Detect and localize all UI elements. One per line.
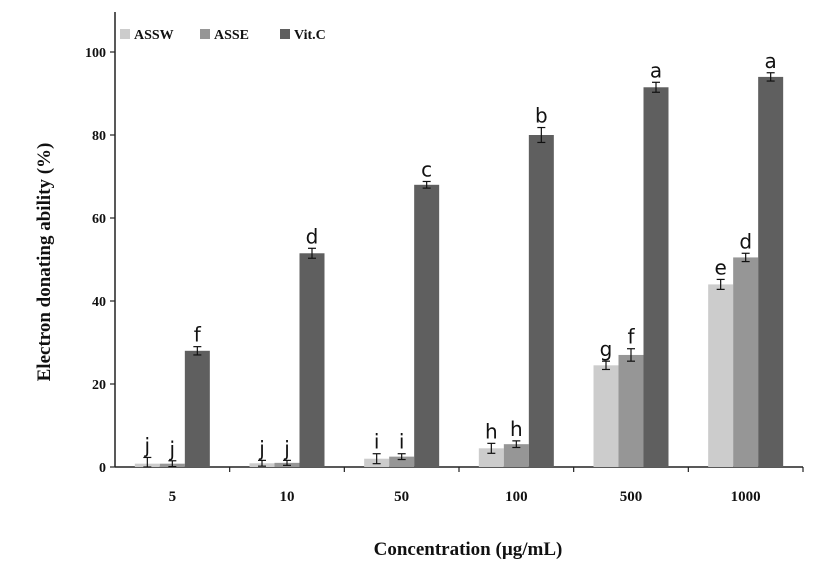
significance-label: h bbox=[485, 419, 498, 443]
significance-label: j bbox=[258, 436, 265, 460]
x-tick-label: 50 bbox=[394, 489, 409, 505]
bar-assw-500 bbox=[593, 365, 619, 467]
x-tick-label: 100 bbox=[505, 489, 528, 505]
y-tick-label: 60 bbox=[92, 212, 106, 227]
significance-label: j bbox=[144, 433, 151, 457]
significance-label: i bbox=[399, 430, 405, 454]
bar-asse-500 bbox=[618, 354, 644, 467]
bar-vit-c-1000 bbox=[758, 76, 784, 468]
significance-label: c bbox=[421, 157, 432, 181]
x-tick-label: 1000 bbox=[731, 489, 761, 505]
legend: ASSW ASSE Vit.C bbox=[120, 28, 326, 43]
significance-label: a bbox=[650, 58, 662, 82]
significance-label: b bbox=[535, 104, 548, 128]
x-tick-label: 500 bbox=[620, 489, 643, 505]
x-tick-label: 5 bbox=[169, 489, 177, 505]
y-tick-label: 100 bbox=[85, 46, 106, 61]
bar-vit-c-10 bbox=[299, 253, 325, 467]
y-tick-label: 80 bbox=[92, 129, 106, 144]
bars bbox=[134, 72, 784, 468]
legend-swatch bbox=[200, 29, 210, 39]
significance-label: f bbox=[194, 323, 202, 347]
bar-vit-c-500 bbox=[643, 87, 669, 468]
significance-label: e bbox=[715, 255, 727, 279]
significance-label: a bbox=[765, 49, 777, 73]
legend-label: ASSW bbox=[134, 28, 174, 43]
bar-asse-50 bbox=[389, 456, 415, 467]
bar-assw-100 bbox=[478, 448, 504, 467]
legend-label: Vit.C bbox=[294, 28, 326, 43]
axes: 0 20 40 60 80 100 5 10 50 100 500 1000 bbox=[85, 12, 804, 505]
significance-label: h bbox=[510, 417, 523, 441]
significance-label: j bbox=[283, 436, 290, 460]
bar-vit-c-100 bbox=[528, 135, 554, 467]
significance-label: d bbox=[306, 224, 319, 248]
x-axis-title: Concentration (µg/mL) bbox=[374, 539, 563, 560]
y-tick-label: 20 bbox=[92, 378, 106, 393]
bar-asse-100 bbox=[503, 444, 529, 467]
legend-swatch bbox=[120, 29, 130, 39]
y-tick-label: 40 bbox=[92, 295, 106, 310]
significance-label: f bbox=[627, 325, 635, 349]
legend-swatch bbox=[280, 29, 290, 39]
significance-label: d bbox=[739, 229, 752, 253]
x-tick-label: 10 bbox=[280, 489, 295, 505]
bar-vit-c-5 bbox=[184, 350, 210, 467]
bar-vit-c-50 bbox=[414, 184, 440, 468]
significance-label: j bbox=[169, 437, 176, 461]
significance-label: i bbox=[374, 430, 380, 454]
bar-assw-1000 bbox=[708, 284, 734, 467]
y-axis-title: Electron donating ability (%) bbox=[34, 143, 55, 382]
significance-label: g bbox=[600, 337, 613, 361]
y-tick-label: 0 bbox=[99, 461, 106, 476]
legend-label: ASSE bbox=[214, 28, 249, 43]
bar-asse-1000 bbox=[733, 257, 759, 467]
